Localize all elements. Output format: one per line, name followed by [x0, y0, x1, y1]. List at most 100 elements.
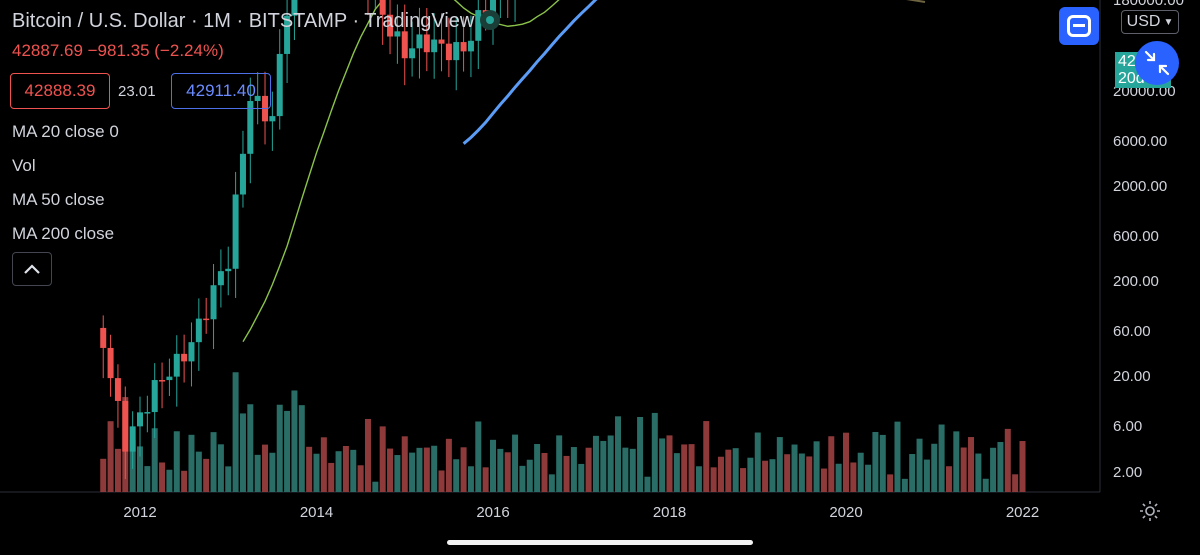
- x-tick-label: 2016: [476, 504, 509, 521]
- volume-bar: [673, 453, 680, 492]
- candle-body: [114, 378, 121, 401]
- chevron-down-icon: ▼: [1163, 16, 1174, 28]
- volume-bar: [490, 439, 496, 492]
- settings-gear-icon[interactable]: [1138, 499, 1162, 523]
- volume-bar: [968, 437, 975, 492]
- volume-bar: [401, 436, 408, 492]
- y-tick-label: 180000.00: [1113, 0, 1184, 9]
- volume-bar: [482, 467, 489, 492]
- candle-body: [254, 95, 261, 101]
- volume-bar: [247, 404, 254, 492]
- volume-bar: [607, 435, 614, 492]
- candle-body: [247, 100, 254, 154]
- volume-bar: [997, 441, 1004, 492]
- volume-bar: [666, 435, 673, 492]
- volume-bar: [776, 437, 783, 492]
- candle-body: [173, 353, 180, 377]
- price-change-readout: 42887.69 −981.35 (−2.24%): [12, 41, 224, 60]
- volume-bar: [284, 410, 291, 492]
- collapse-indicators-button[interactable]: [12, 252, 52, 286]
- volume-bar: [762, 460, 769, 492]
- volume-bar: [254, 454, 261, 492]
- volume-bar: [203, 458, 210, 492]
- volume-bar: [637, 417, 644, 492]
- volume-bar: [982, 478, 989, 492]
- volume-bar: [931, 443, 938, 492]
- volume-bar: [372, 481, 379, 492]
- volume-bar: [239, 413, 246, 492]
- candle-body: [239, 153, 246, 195]
- x-tick-label: 2022: [1006, 504, 1039, 521]
- volume-bar: [416, 447, 423, 492]
- volume-bar: [806, 456, 813, 492]
- candle-body: [401, 31, 408, 59]
- layout-icon: [1067, 15, 1091, 37]
- volume-bar: [541, 452, 548, 492]
- y-tick-label: 2.00: [1113, 464, 1142, 481]
- indicator-vol-label[interactable]: Vol: [12, 156, 36, 175]
- candle-body: [100, 327, 107, 348]
- volume-bar: [710, 467, 717, 492]
- layout-toggle-button[interactable]: [1059, 7, 1099, 45]
- indicator-ma200-label[interactable]: MA 200 close: [12, 224, 115, 243]
- y-tick-label: 6.00: [1113, 418, 1142, 435]
- volume-bar: [394, 455, 401, 492]
- currency-select[interactable]: USD ▼: [1121, 10, 1179, 34]
- volume-bar: [791, 444, 798, 492]
- volume-bar: [570, 447, 577, 492]
- home-indicator: [447, 540, 753, 545]
- volume-bar: [975, 453, 982, 492]
- candle-body: [276, 53, 283, 117]
- sell-price-button[interactable]: 42888.39: [10, 73, 110, 109]
- buy-price-button[interactable]: 42911.40: [171, 73, 271, 109]
- volume-bar: [784, 454, 791, 492]
- volume-bar: [1004, 428, 1011, 492]
- volume-bar: [769, 459, 776, 492]
- volume-bar: [445, 438, 452, 492]
- volume-bar: [717, 456, 724, 492]
- candle-body: [129, 426, 136, 452]
- volume-bar: [1019, 441, 1026, 492]
- volume-bar: [519, 465, 526, 492]
- candle-body: [394, 31, 401, 37]
- y-tick-label: 60.00: [1113, 323, 1151, 340]
- candle-body: [195, 318, 202, 343]
- volume-bar: [953, 431, 960, 492]
- volume-bar: [137, 446, 143, 492]
- trendline: [906, 0, 926, 3]
- volume-bar: [350, 449, 357, 492]
- candle-body: [188, 342, 195, 362]
- volume-bar: [894, 421, 901, 492]
- candle-body: [144, 412, 151, 414]
- volume-bar: [872, 431, 879, 492]
- fullscreen-toggle-button[interactable]: [1135, 41, 1179, 85]
- volume-bar: [990, 447, 997, 492]
- volume-bar: [659, 438, 666, 492]
- spread-value: 23.01: [118, 83, 156, 100]
- volume-bar: [651, 412, 658, 492]
- volume-bar: [328, 462, 335, 492]
- volume-bar: [181, 470, 188, 492]
- volume-bar: [497, 448, 504, 492]
- volume-bar: [887, 474, 894, 492]
- volume-bar: [217, 444, 224, 492]
- symbol-title[interactable]: Bitcoin / U.S. Dollar · 1M · BITSTAMP · …: [12, 10, 501, 33]
- symbol-title-text: Bitcoin / U.S. Dollar · 1M · BITSTAMP · …: [12, 10, 475, 32]
- volume-bar: [732, 448, 739, 492]
- volume-bar: [747, 457, 754, 492]
- volume-bar: [210, 432, 217, 492]
- volume-bar: [681, 444, 688, 492]
- candle-body: [269, 116, 276, 122]
- candle-body: [490, 0, 496, 15]
- indicator-ma20-label[interactable]: MA 20 close 0: [12, 122, 119, 141]
- volume-bar: [313, 453, 320, 492]
- volume-bar: [364, 418, 371, 492]
- volume-bar: [857, 452, 864, 492]
- candle-body: [122, 400, 129, 452]
- volume-bar: [754, 432, 761, 492]
- volume-bar: [615, 416, 622, 492]
- candle-body: [284, 15, 291, 54]
- volume-bar: [688, 444, 695, 492]
- indicator-ma50-label[interactable]: MA 50 close: [12, 190, 105, 209]
